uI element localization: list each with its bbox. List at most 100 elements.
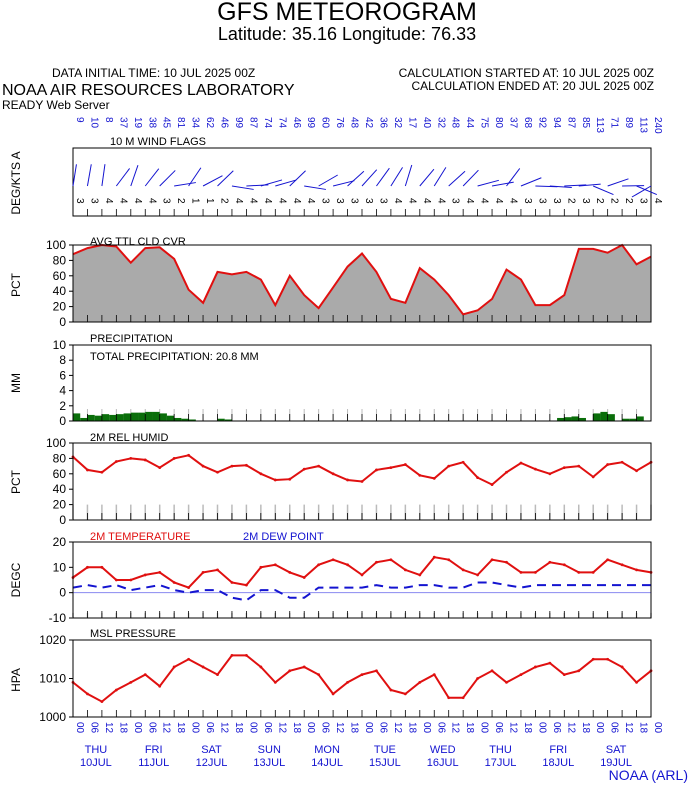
pressure-point [288,669,292,673]
wind-speed-label: 4 [233,198,244,204]
temperature-point [490,558,494,562]
temperature-point [216,568,219,572]
wind-speed-label: 4 [247,198,258,204]
precip-bar [564,417,572,421]
humidity-point [476,476,479,480]
temperature-point [273,563,277,567]
pressure-point [375,669,378,673]
hour-tick-label: 12 [450,722,461,734]
wind-direction-label: 36 [377,117,388,129]
wind-speed-label: 3 [320,198,331,204]
cloud-cover-area [73,245,651,322]
temp-ytick-label: 20 [53,535,67,549]
wind-direction-label: 89 [623,117,634,129]
precip-bar [116,414,124,421]
wind-flag [289,170,306,187]
cloud-ytick-label: 60 [53,269,67,283]
humidity-point [331,472,335,476]
humid-ytick-label: 80 [53,451,67,465]
wind-speed-label: 2 [623,198,634,204]
temp-ytick-label: -10 [49,611,67,625]
dewpoint-legend-label: 2M DEW POINT [243,531,324,543]
wind-flag [636,185,657,196]
wind-flag [404,164,413,187]
temperature-point [461,568,465,572]
wind-flag [86,164,92,187]
wind-flag [506,168,521,187]
wind-speed-label: 3 [638,198,649,204]
wind-direction-label: 34 [190,117,201,129]
wind-speed-label: 4 [262,198,273,204]
wind-speed-label: 4 [508,198,519,204]
precip-ytick-label: 2 [59,399,66,413]
pressure-point [114,688,118,692]
wind-direction-label: 46 [291,117,302,129]
humidity-point [172,457,176,460]
wind-flag [564,184,587,187]
humidity-point [86,468,89,472]
data-initial-time: DATA INITIAL TIME: 10 JUL 2025 00Z [52,66,256,80]
humidity-point [201,464,205,468]
humidity-point [461,460,465,464]
temperature-point [129,578,133,582]
day-of-week-label: WED [430,744,456,756]
wind-flag [231,185,254,190]
wind-speed-label: 4 [421,198,432,204]
pressure-point [591,657,595,661]
day-of-week-label: SAT [606,744,627,756]
hour-tick-label: 12 [508,722,519,734]
precip-bar [152,411,160,421]
wind-direction-label: 62 [204,117,215,129]
precip-ytick-label: 6 [59,368,66,382]
wind-speed-label: 4 [305,198,316,204]
precip-bar [123,413,131,421]
temperature-point [317,563,321,567]
pressure-point [476,677,479,680]
precip-bar [101,414,110,421]
server-name: READY Web Server [2,98,110,112]
hour-tick-label: 12 [219,722,230,734]
hour-tick-label: 00 [247,722,258,734]
humidity-point [577,464,581,468]
humidity-point [490,483,494,486]
wind-speed-label: 4 [291,198,302,204]
hour-tick-label: 18 [233,722,244,734]
temperature-point [86,565,89,569]
temperature-point [476,573,479,577]
wind-flag [130,165,139,187]
pressure-point [245,654,248,657]
hour-tick-label: 00 [305,722,316,734]
wind-direction-label: 81 [175,117,186,129]
wind-speed-label: 3 [450,198,461,204]
wind-direction-label: 9 [74,117,85,123]
wind-flag [115,168,130,187]
wind-speed-label: 4 [392,198,403,204]
hour-tick-label: 06 [88,722,99,734]
wind-direction-label: 94 [551,117,562,129]
temperature-point [447,558,451,562]
humid-ytick-label: 100 [46,436,66,450]
temp-panel-frame [72,541,652,619]
temperature-point [606,558,610,562]
day-of-week-label: MON [314,744,340,756]
location-subtitle: Latitude: 35.16 Longitude: 76.33 [217,24,477,44]
dewpoint-line [72,581,651,602]
wind-direction-label: 37 [508,117,519,129]
day-date-label: 18JUL [542,757,574,769]
wind-speed-label: 3 [363,198,374,204]
hour-tick-label: 06 [377,722,388,734]
hour-tick-label: 12 [161,722,172,734]
precip-panel-ylabel: MM [9,373,23,393]
temperature-point [389,558,393,562]
hour-tick-label: 06 [435,722,446,734]
wind-direction-label: 38 [146,117,157,129]
wind-speed-label: 4 [117,198,128,204]
pressure-point [519,673,523,677]
humidity-point [143,458,147,462]
wind-direction-label: 60 [320,117,331,129]
humidity-point [158,466,162,470]
day-of-week-label: FRI [145,744,163,756]
hour-tick-label: 18 [349,722,360,734]
wind-flag [101,164,106,187]
precip-bar [159,413,167,421]
